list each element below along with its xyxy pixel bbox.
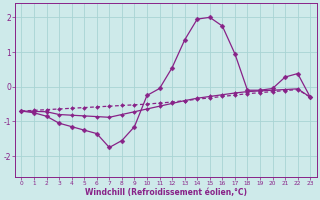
X-axis label: Windchill (Refroidissement éolien,°C): Windchill (Refroidissement éolien,°C) xyxy=(85,188,247,197)
